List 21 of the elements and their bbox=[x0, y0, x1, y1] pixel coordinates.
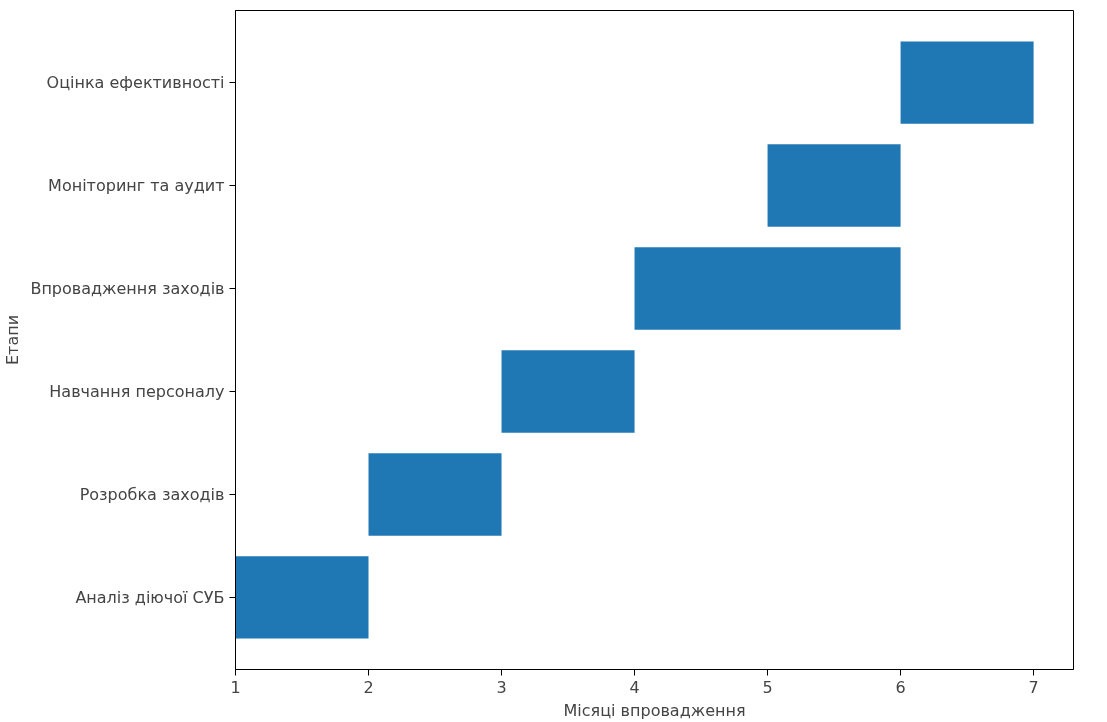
y-tick-label: Розробка заходів bbox=[79, 484, 225, 504]
x-tick-label: 6 bbox=[895, 677, 906, 697]
bar bbox=[368, 453, 502, 536]
x-tick-label: 3 bbox=[496, 677, 507, 697]
y-tick-label: Оцінка ефективності bbox=[46, 73, 225, 93]
y-tick-label: Навчання персоналу bbox=[49, 381, 225, 401]
x-tick-label: 1 bbox=[230, 677, 241, 697]
x-axis-title: Місяці впровадження bbox=[563, 700, 746, 720]
bar bbox=[501, 350, 635, 433]
y-axis-title: Етапи bbox=[3, 314, 23, 366]
x-tick-label: 7 bbox=[1028, 677, 1039, 697]
x-tick-label: 4 bbox=[629, 677, 640, 697]
bar bbox=[235, 556, 369, 639]
y-tick-label: Аналіз діючої СУБ bbox=[75, 587, 225, 607]
y-tick-label: Впровадження заходів bbox=[30, 279, 225, 299]
bar bbox=[634, 247, 901, 330]
bar bbox=[900, 41, 1034, 124]
bar bbox=[767, 144, 901, 227]
x-tick-label: 2 bbox=[363, 677, 374, 697]
x-tick-label: 5 bbox=[762, 677, 773, 697]
y-tick-label: Моніторинг та аудит bbox=[48, 176, 225, 196]
